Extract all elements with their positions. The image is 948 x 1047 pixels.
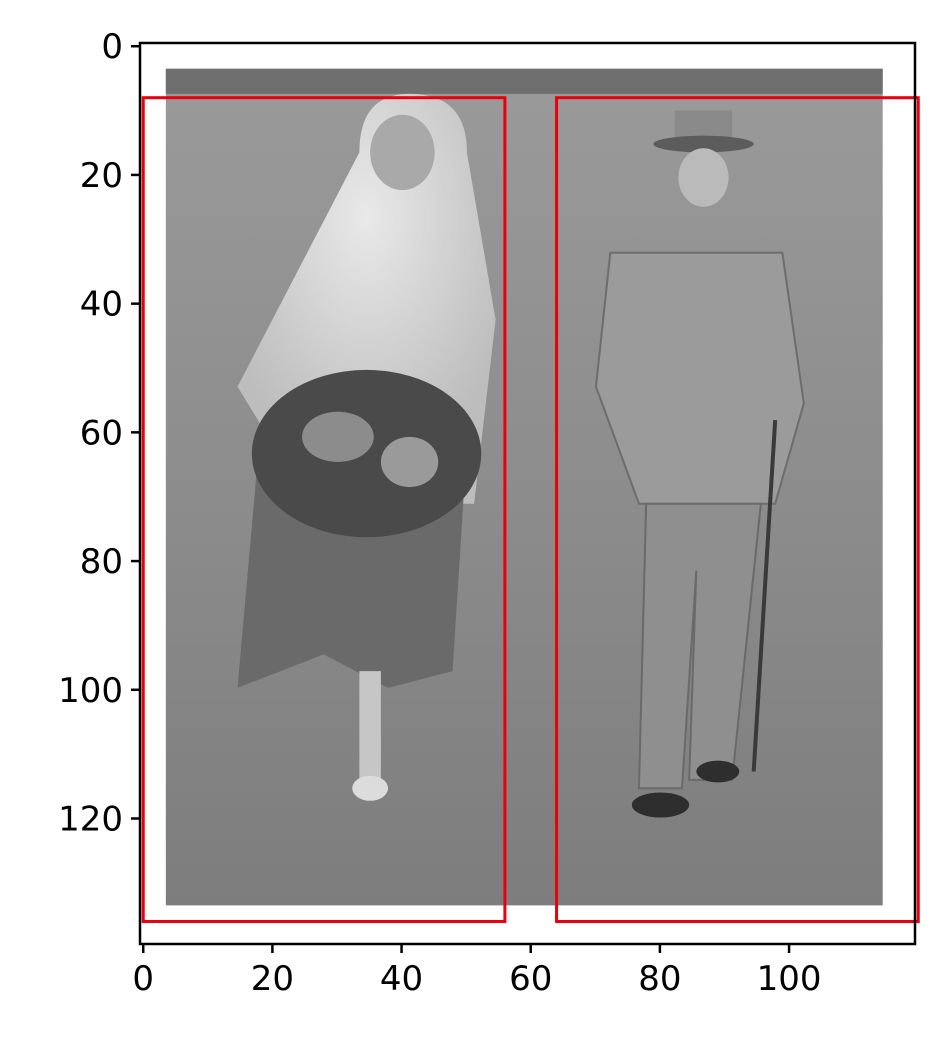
- photograph: [165, 68, 883, 906]
- x-tick-label: 20: [251, 959, 294, 999]
- x-tick-label: 100: [757, 959, 822, 999]
- bride-figure: [237, 93, 496, 801]
- x-tick-label: 80: [638, 959, 681, 999]
- x-axis-ticks: 0 20 40 60 80 100: [132, 944, 822, 999]
- y-tick-label: 80: [80, 542, 123, 582]
- x-tick-label: 0: [132, 959, 154, 999]
- bounding-boxes: [141, 96, 920, 923]
- y-tick-label: 40: [80, 285, 123, 325]
- bounding-box-1: [141, 96, 507, 923]
- y-axis-ticks: 0 20 40 60 80 100 120: [58, 27, 140, 840]
- y-tick-label: 0: [101, 27, 123, 67]
- y-tick-label: 120: [58, 800, 123, 840]
- man-figure: [594, 110, 805, 818]
- bounding-box-2: [555, 96, 920, 923]
- y-tick-label: 20: [80, 156, 123, 196]
- axes-frame: [138, 41, 917, 946]
- y-tick-label: 60: [80, 413, 123, 453]
- x-tick-label: 40: [380, 959, 423, 999]
- y-tick-label: 100: [58, 671, 123, 711]
- background-strip: [165, 68, 883, 94]
- x-tick-label: 60: [509, 959, 552, 999]
